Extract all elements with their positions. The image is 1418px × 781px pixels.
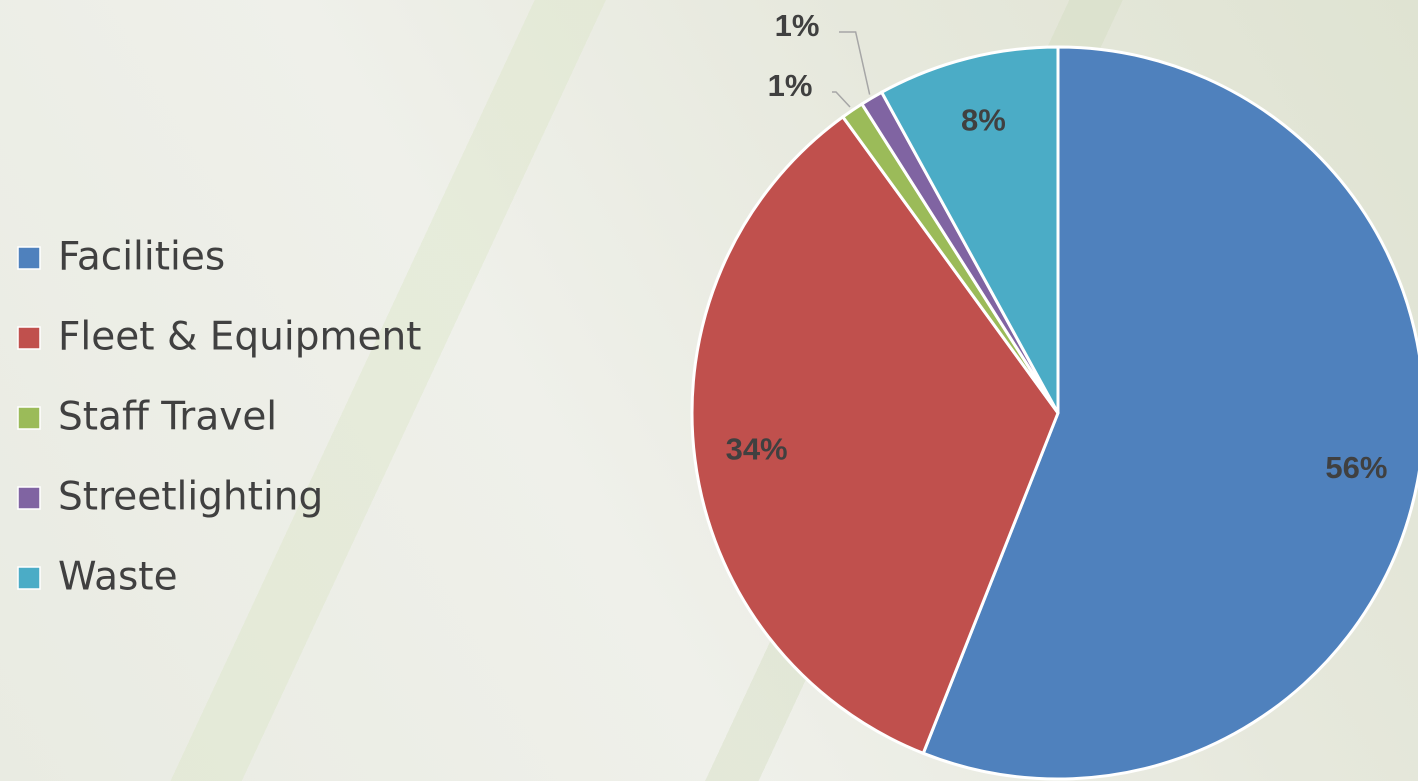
legend-label: Waste [58,555,178,600]
legend-swatch [18,407,40,429]
legend-swatch [18,247,40,269]
legend-swatch [18,487,40,509]
legend-label: Streetlighting [58,475,323,520]
page: 56% 34% 1% 1% 8% Facilities Fleet & Equipment S… [0,0,1418,781]
legend-swatch [18,327,40,349]
legend-label: Fleet & Equipment [58,315,421,360]
legend-swatch [18,567,40,589]
data-label: 34% [726,431,788,466]
legend-label: Facilities [58,235,225,280]
leader-line [832,92,850,107]
data-label: 8% [961,102,1006,137]
leader-line [839,32,870,95]
data-label: 1% [768,68,813,103]
legend-label: Staff Travel [58,395,277,440]
data-label: 56% [1325,450,1387,485]
chart: 56% 34% 1% 1% 8% Facilities Fleet & Equipment S… [0,0,1418,781]
data-label: 1% [775,8,820,43]
